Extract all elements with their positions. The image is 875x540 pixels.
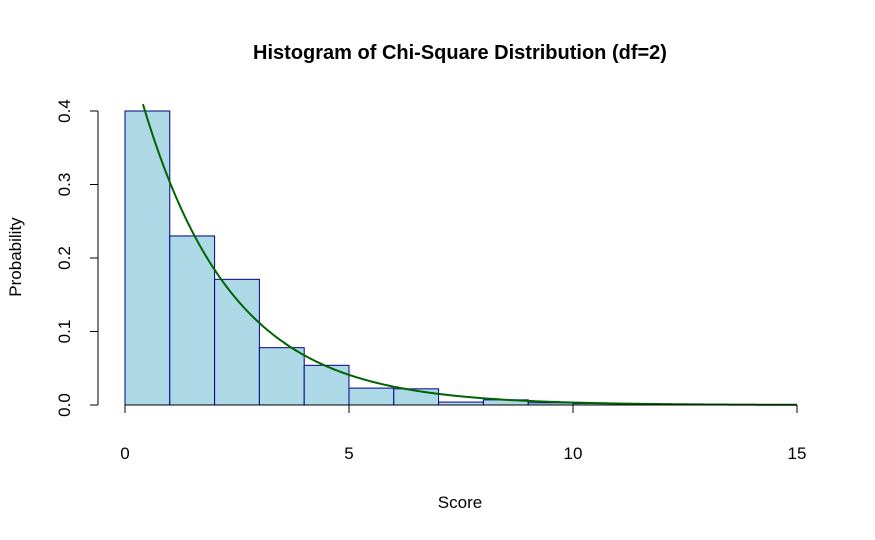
y-axis: 0.0 0.1 0.2 0.3 0.4 bbox=[55, 99, 99, 417]
density-curve bbox=[141, 103, 798, 406]
y-tick-label: 0.1 bbox=[55, 320, 74, 344]
x-tick-label: 15 bbox=[788, 444, 807, 463]
chart-title: Histogram of Chi-Square Distribution (df… bbox=[253, 42, 667, 64]
histogram-bars bbox=[124, 110, 708, 406]
histogram-bar bbox=[348, 387, 395, 406]
x-axis-label: Score bbox=[438, 493, 482, 512]
y-tick-label: 0.0 bbox=[55, 393, 74, 417]
x-axis: 0 5 10 15 bbox=[120, 404, 807, 463]
x-tick-label: 5 bbox=[344, 444, 353, 463]
y-tick-label: 0.4 bbox=[55, 99, 74, 123]
x-tick-label: 0 bbox=[120, 444, 129, 463]
y-axis-label: Probability bbox=[6, 217, 25, 297]
histogram-bar bbox=[169, 235, 216, 406]
x-tick-label: 10 bbox=[564, 444, 583, 463]
histogram-bar bbox=[124, 110, 171, 406]
y-tick-label: 0.2 bbox=[55, 246, 74, 270]
histogram-bar bbox=[303, 364, 350, 406]
histogram-bar bbox=[258, 347, 305, 406]
y-tick-label: 0.3 bbox=[55, 173, 74, 197]
density-curve-group bbox=[141, 103, 798, 406]
